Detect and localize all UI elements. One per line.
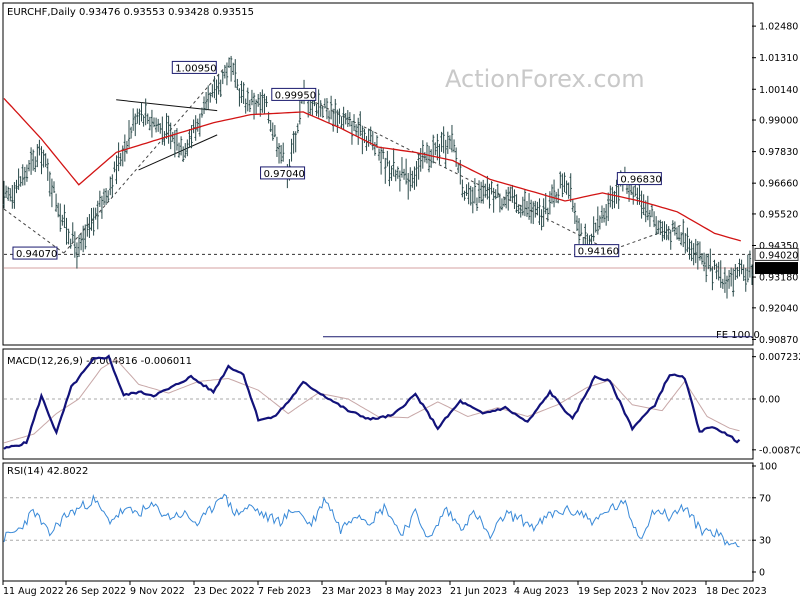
macd-ytick-label: 0.007232 [759,352,800,363]
xtick-label: 11 Aug 2022 [3,586,64,597]
xtick-label: 7 Feb 2023 [258,586,311,597]
annotation-label-3: 0.94070 [16,249,57,260]
rsi-ytick-label: 0 [759,568,765,579]
hline-price-label: 0.94020 [759,250,798,261]
xtick-label: 23 Dec 2022 [194,586,255,597]
annotation-box-1 [271,87,317,101]
price-ytick-label: 1.01310 [759,53,798,64]
price-ytick-label: 0.90870 [759,335,798,346]
xtick-label: 21 Jun 2023 [450,586,507,597]
xtick-label: 26 Sep 2022 [66,586,126,597]
rsi-layer [3,493,752,548]
price-ytick-label: 0.92040 [759,303,798,314]
xtick-label: 4 Aug 2023 [514,586,569,597]
price-ytick-label: 0.94350 [759,241,798,252]
price-ytick-label: 1.02480 [759,22,798,33]
annotation-box-5 [616,172,662,186]
xtick-label: 2 Nov 2023 [642,586,697,597]
triangle-lower [138,134,218,171]
annotation-label-2: 0.97040 [264,169,305,180]
annotation-label-4: 0.94160 [578,247,619,258]
price-ytick-label: 1.00140 [759,85,798,96]
annotation-box-3 [12,246,58,260]
macd-panel-frame [2,348,754,460]
rsi-line [3,493,740,548]
annotation-label-0: 1.00950 [175,63,216,74]
xtick-label: 18 Dec 2023 [706,586,767,597]
annotation-box-0 [171,60,217,74]
xtick-label: 23 Mar 2023 [322,586,382,597]
annotation-label-5: 0.96830 [620,175,661,186]
xtick-label: 9 Nov 2022 [130,586,185,597]
trend-line-2 [299,93,611,252]
macd-ytick-label: 0.00 [759,394,780,405]
annotation-box-4 [574,244,620,258]
price-header: EURCHF,Daily 0.93476 0.93553 0.93428 0.9… [7,7,254,18]
rsi-ytick-label: 70 [759,493,771,504]
rsi-ytick-label: 100 [759,462,777,473]
price-ytick-label: 0.93180 [759,273,798,284]
price-ytick-label: 0.97830 [759,147,798,158]
price-ytick-label: 0.95520 [759,209,798,220]
macd-signal-line [3,358,740,444]
price-ytick-label: 0.96660 [759,179,798,190]
macd-header: MACD(12,26,9) -0.004816 -0.006011 [7,356,192,367]
trend-line-1 [63,67,226,254]
macd-layer [3,354,752,450]
hline-price-box [754,247,799,261]
price-layer: 1.00950 0.99950 0.97040 0.94070 0.94160 0.968… [2,55,754,338]
rsi-ytick-label: 30 [759,536,771,547]
fe-label: FE 100.0 [716,330,760,341]
axis-layer: 1.02480 1.01310 1.00140 0.99000 0.97830 0.966… [2,22,800,597]
macd-main-line [3,354,741,450]
price-ytick-label: 0.99000 [759,116,798,127]
annotation-box-2 [260,166,306,180]
last-price-box [755,262,798,275]
trend-line-0 [3,208,65,254]
watermark: ActionForex.com [445,65,645,93]
rsi-header: RSI(14) 42.8022 [7,466,88,477]
rsi-panel-frame [2,462,754,582]
moving-average-line [3,97,741,242]
last-price-label: 0.93515 [759,264,798,275]
price-panel-frame [2,2,754,346]
triangle-upper [116,99,218,112]
xtick-label: 8 May 2023 [386,586,442,597]
annotation-label-1: 0.99950 [275,90,316,101]
xtick-label: 19 Sep 2023 [578,586,638,597]
